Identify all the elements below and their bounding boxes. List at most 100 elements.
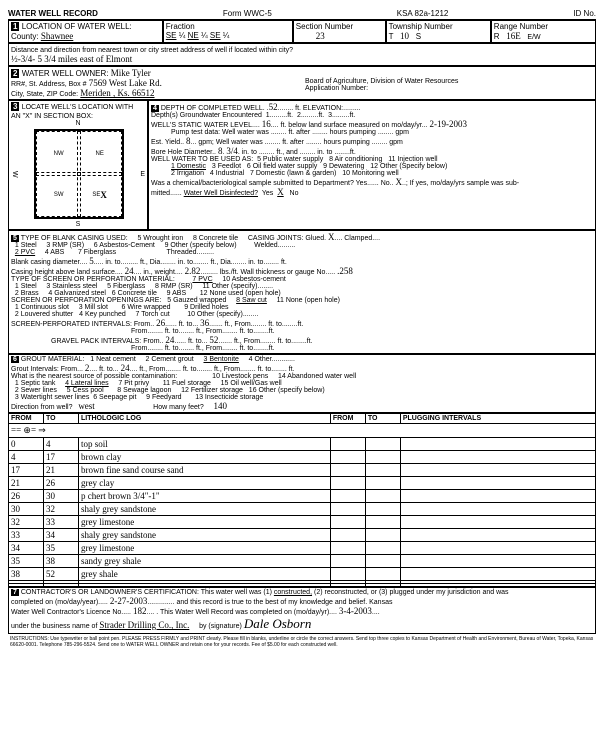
no: No xyxy=(381,180,390,187)
loc-label: LOCATION OF WATER WELL: xyxy=(22,22,132,31)
u6: 6 Oil field water supply xyxy=(247,163,317,170)
completed: completed on (mo/day/year) xyxy=(11,599,98,606)
swl: 16 xyxy=(262,119,271,129)
welded: Welded xyxy=(254,242,278,249)
table-cell: 34 xyxy=(44,529,79,542)
f2a: NE xyxy=(188,31,199,40)
to8: ft. to xyxy=(240,345,254,352)
table-cell: grey shale xyxy=(79,568,331,581)
grout-label: GROUT MATERIAL: xyxy=(21,356,85,363)
cert-rest: (2) reconstructed, or (3) plugged under … xyxy=(314,589,509,596)
chem: Was a chemical/bacteriological sample su… xyxy=(151,180,367,187)
county-label: County: xyxy=(11,32,39,41)
table-cell: 26 xyxy=(44,477,79,490)
owner-name: Mike Tyler xyxy=(111,68,151,78)
table-cell xyxy=(365,464,400,477)
appnum: Application Number: xyxy=(305,85,368,92)
date2: 3-4-2003 xyxy=(339,606,372,616)
pt7: 7 PVC xyxy=(192,276,212,283)
distance-row: Distance and direction from nearest town… xyxy=(8,43,596,66)
gs6: 6 Seepage pit xyxy=(93,394,136,401)
twp-t: T xyxy=(389,32,394,41)
threaded: Threaded xyxy=(167,249,197,256)
cert-label: CONTRACTOR'S OR LANDOWNER'S CERTIFICATIO… xyxy=(21,589,272,596)
table-cell: 34 xyxy=(9,542,44,555)
no2: No xyxy=(290,190,299,197)
table-cell: 4 xyxy=(44,438,79,451)
table-cell: 26 xyxy=(9,490,44,503)
swl-label: WELL'S STATIC WATER LEVEL xyxy=(151,122,252,129)
sec-7: 7 xyxy=(11,589,19,596)
sfrom1: 26 xyxy=(156,318,165,328)
page: WATER WELL RECORD Form WWC-5 KSA 82a-121… xyxy=(0,0,604,658)
table-cell: 17 xyxy=(9,464,44,477)
table-row: 3852grey shale xyxy=(9,568,596,581)
table-cell: 4 xyxy=(9,451,44,464)
to4: ft. to xyxy=(240,328,254,335)
table-row: 3334shaly grey sandstone xyxy=(9,529,596,542)
dir: west xyxy=(78,401,95,411)
sec-2: 2 xyxy=(11,69,19,78)
gs12: 12 Fertilizer storage xyxy=(181,387,243,394)
gs13: 13 Insecticide storage xyxy=(195,394,263,401)
op6: 6 Wire wrapped xyxy=(122,304,171,311)
bcd: 5 xyxy=(89,256,94,266)
owner-city: Meriden , Ks. 66512 xyxy=(80,88,154,98)
table-cell xyxy=(330,490,365,503)
bcd-label: Blank casing diameter xyxy=(11,259,79,266)
gs8: 8 Sewage lagoon xyxy=(117,387,171,394)
table-cell xyxy=(365,477,400,490)
table-cell xyxy=(400,477,595,490)
form-header: WATER WELL RECORD Form WWC-5 KSA 82a-121… xyxy=(8,8,596,20)
to2: ft. to xyxy=(268,321,282,328)
record: and this record is true to the best of m… xyxy=(177,599,393,606)
chem-x: X xyxy=(396,177,403,187)
table-cell xyxy=(400,503,595,516)
compass-w: W xyxy=(11,171,18,178)
go2: 2 Cement grout xyxy=(146,356,194,363)
table-cell xyxy=(400,568,595,581)
gpm2: gpm xyxy=(389,139,403,146)
f1b: ¼ xyxy=(179,31,186,40)
sec-3: 3 xyxy=(11,102,19,111)
feet: 140 xyxy=(214,401,228,411)
ftfrom4: ft., From xyxy=(196,345,222,352)
sec-5: 5 xyxy=(11,235,19,242)
into5: in. to xyxy=(248,259,263,266)
ftfrom3: ft., From xyxy=(234,338,260,345)
op3: 3 Mill slot xyxy=(79,304,108,311)
h-from: FROM xyxy=(9,414,44,424)
ftto2: ft. to xyxy=(183,366,197,373)
form-title: WATER WELL RECORD xyxy=(8,9,98,18)
x-label: AN "X" IN SECTION BOX: xyxy=(11,113,93,120)
u8: 8 Air conditioning xyxy=(329,156,382,163)
gravel: GRAVEL PACK INTERVALS: From xyxy=(51,338,160,345)
ifyes: If yes, mo/day/yrs sample was sub- xyxy=(410,180,519,187)
gft: ft. xyxy=(289,366,295,373)
table-cell: 30 xyxy=(9,503,44,516)
licno: 182 xyxy=(133,606,147,616)
bore-label: Bore Hole Diameter xyxy=(151,149,212,156)
u4: 4 Industrial xyxy=(210,170,244,177)
to7: ft. to xyxy=(165,345,179,352)
from2: From xyxy=(131,328,147,335)
pt6: 6 Concrete tile xyxy=(112,290,157,297)
gs2: 2 Sewer lines xyxy=(15,387,57,394)
h-lith: LITHOLOGIC LOG xyxy=(79,414,331,424)
gs7: 7 Pit privy xyxy=(118,380,149,387)
sec-4: 4 xyxy=(151,105,159,112)
table-cell xyxy=(330,542,365,555)
dist-label: Distance and direction from nearest town… xyxy=(11,47,293,54)
gs3: 3 Watertight sewer lines xyxy=(15,394,89,401)
ft1: ft. xyxy=(295,105,301,112)
op5: 5 Gauzed wrapped xyxy=(167,297,226,304)
op10: 10 Other (specify) xyxy=(187,311,243,318)
csz-label: City, State, ZIP Code: xyxy=(11,91,78,98)
bizname: Strader Drilling Co., Inc. xyxy=(99,620,189,630)
table-cell: 35 xyxy=(9,555,44,568)
ksa: KSA 82a-1212 xyxy=(397,9,449,18)
est: 8 xyxy=(186,136,191,146)
op2: 2 Louvered shutter xyxy=(15,311,73,318)
gto: 24 xyxy=(121,363,130,373)
table-cell xyxy=(400,529,595,542)
